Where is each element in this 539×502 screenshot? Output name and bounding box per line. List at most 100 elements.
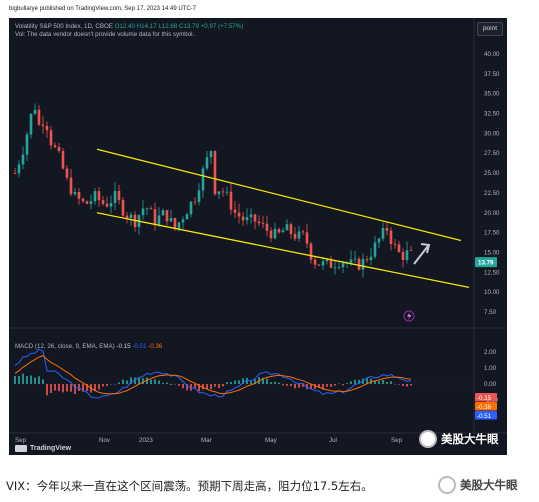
candle-body	[409, 250, 413, 252]
up-arrow-head-icon	[420, 243, 431, 254]
macd-tick-label: 1.00	[484, 365, 497, 372]
macd-tick-label: 2.00	[484, 349, 497, 356]
macd-histogram-bar	[378, 381, 380, 384]
macd-histogram-bar	[362, 378, 364, 384]
macd-histogram-bar	[402, 384, 404, 386]
macd-histogram-bar	[154, 379, 156, 384]
macd-histogram-bar	[390, 381, 392, 384]
macd-histogram-bar	[162, 382, 164, 384]
post-caption: VIX：今年以来一直在这个区间震荡。预期下周走高，阻力位17.5左右。	[6, 479, 373, 493]
macd-hist-value: -0.15	[116, 343, 131, 350]
candle-body	[53, 145, 57, 148]
candle-body	[309, 243, 313, 260]
macd-histogram-bar	[266, 378, 268, 384]
candle-body	[341, 263, 345, 268]
macd-badge-text: -0.36	[477, 404, 492, 411]
publisher-line: bigbullarye published on TradingView.com…	[9, 6, 197, 12]
macd-histogram-bar	[174, 383, 176, 385]
candle-body	[361, 259, 365, 270]
symbol-title: Volatility S&P 500 Index, 1D, CBOE	[15, 23, 113, 30]
candle-body	[377, 238, 381, 243]
macd-line-value: -0.51	[132, 343, 147, 350]
signal-line-value: -0.36	[148, 343, 163, 350]
macd-histogram-bar	[214, 384, 216, 387]
macd-histogram-bar	[110, 383, 112, 385]
time-axis-label: Jul	[329, 437, 337, 444]
macd-histogram-bar	[146, 377, 148, 384]
candle-body	[217, 191, 221, 195]
candle-body	[93, 191, 97, 202]
macd-histogram-bar	[142, 378, 144, 384]
macd-histogram-bar	[54, 384, 56, 391]
macd-histogram-bar	[238, 380, 240, 384]
candle-body	[25, 134, 29, 155]
macd-histogram-bar	[230, 381, 232, 384]
macd-histogram-bar	[358, 379, 360, 384]
candle-body	[125, 215, 129, 218]
candle-body	[185, 214, 189, 220]
lightning-event-icon[interactable]	[403, 310, 415, 322]
macd-histogram-bar	[86, 384, 88, 392]
ohlc-values: O12.40 H14.17 L12.68 C13.79 +0.97 (+7.57…	[114, 23, 244, 30]
candle-body	[385, 228, 389, 231]
candle-body	[205, 157, 209, 169]
macd-histogram-bar	[382, 379, 384, 384]
candle-body	[369, 256, 373, 261]
macd-histogram-bar	[406, 384, 408, 387]
macd-value-badge	[475, 411, 497, 420]
candle-body	[13, 173, 17, 174]
last-price-badge	[475, 257, 497, 268]
candle-body	[293, 234, 297, 239]
candle-body	[197, 190, 201, 202]
tradingview-logo: TradingView	[15, 445, 71, 452]
candle-body	[57, 147, 61, 152]
price-tick-label: 12.50	[484, 269, 500, 276]
candle-body	[381, 228, 385, 239]
up-arrow-icon	[413, 245, 429, 265]
candle-body	[297, 231, 301, 239]
macd-histogram-bar	[242, 378, 244, 384]
candle-body	[373, 242, 377, 257]
macd-histogram-bar	[398, 384, 400, 385]
price-tick-label: 10.00	[484, 289, 500, 296]
candle-body	[145, 208, 149, 210]
macd-badge-text: -0.51	[477, 413, 492, 420]
macd-histogram-bar	[14, 376, 16, 384]
macd-histogram-bar	[122, 379, 124, 384]
candle-body	[329, 259, 333, 268]
price-tick-label: 37.50	[484, 71, 500, 78]
candle-body	[149, 208, 153, 210]
macd-histogram-bar	[26, 375, 28, 384]
candle-body	[261, 223, 265, 224]
macd-histogram-bar	[186, 384, 188, 391]
macd-histogram-bar	[262, 377, 264, 384]
tradingview-chart[interactable]: 40.00 37.50 35.00 32.50 30.00 27.50 25.00 22.50…	[9, 18, 507, 455]
macd-histogram-bar	[18, 376, 20, 384]
macd-histogram-bar	[342, 384, 344, 386]
candle-body	[141, 208, 145, 216]
candle-body	[265, 223, 269, 231]
candle-body	[321, 261, 325, 266]
candle-body	[401, 252, 405, 260]
candle-body	[113, 190, 117, 203]
macd-histogram-bar	[354, 379, 356, 384]
candle-body	[49, 130, 53, 146]
upper-channel-line	[96, 148, 462, 242]
price-tick-label: 35.00	[484, 91, 500, 98]
candle-body	[333, 267, 337, 269]
wechat-account-icon	[438, 476, 456, 494]
point-button[interactable]: point	[477, 22, 503, 36]
chart-canvas[interactable]: 40.00 37.50 35.00 32.50 30.00 27.50 25.00 22.50…	[9, 18, 507, 455]
candle-body	[161, 210, 165, 216]
price-tick-label: 20.00	[484, 210, 500, 217]
watermark-overlay-text: 美股大牛眼	[441, 434, 499, 446]
candle-body	[97, 191, 101, 201]
candle-body	[285, 224, 289, 231]
macd-histogram-bar	[62, 384, 64, 393]
macd-badge-text: -0.15	[477, 395, 492, 402]
macd-histogram-bar	[170, 384, 172, 385]
macd-histogram-bar	[210, 384, 212, 390]
macd-legend-label: MACD (12, 26, close, 9, EMA, EMA)	[15, 343, 115, 350]
candle-body	[81, 198, 85, 202]
candle-body	[193, 201, 197, 203]
